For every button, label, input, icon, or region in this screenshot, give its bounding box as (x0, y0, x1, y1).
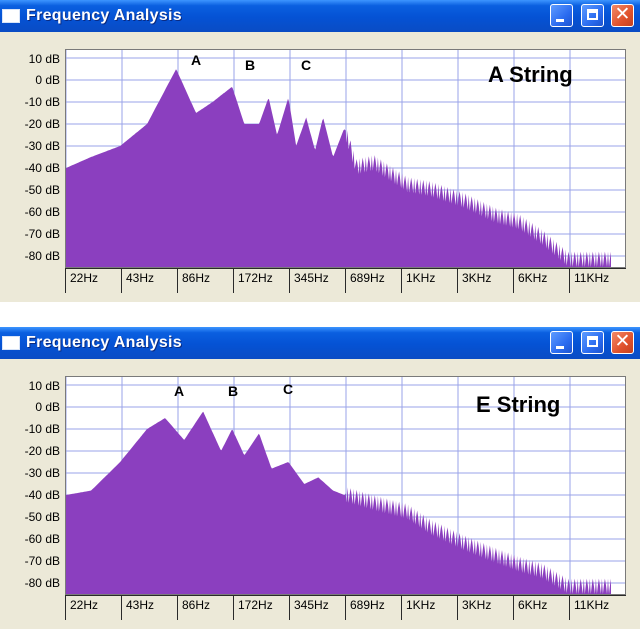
window-icon (2, 9, 20, 23)
y-tick-label: -10 dB (24, 422, 60, 436)
maximize-button[interactable] (581, 331, 604, 354)
y-tick-label: -70 dB (24, 227, 60, 241)
spectrum-chart (66, 50, 625, 267)
y-tick-label: -60 dB (24, 532, 60, 546)
maximize-button[interactable] (581, 4, 604, 27)
peak-label-b: B (228, 383, 239, 399)
minimize-button[interactable] (550, 331, 573, 354)
x-tick-label: 3KHz (457, 595, 491, 620)
minimize-icon (556, 19, 564, 22)
x-tick-label: 6KHz (513, 595, 547, 620)
x-tick-label: 172Hz (233, 268, 273, 293)
y-tick-label: -80 dB (24, 576, 60, 590)
spectrum-area (66, 69, 611, 267)
x-tick-label: 86Hz (177, 268, 210, 293)
title-bar[interactable]: Frequency Analysis ✕ (0, 327, 640, 359)
close-icon: ✕ (614, 330, 631, 352)
x-tick-label: 1KHz (401, 268, 435, 293)
y-tick-label: 10 dB (28, 379, 60, 393)
peak-label-c: C (301, 57, 312, 73)
x-tick-label: 22Hz (65, 595, 98, 620)
x-tick-label: 3KHz (457, 268, 491, 293)
peak-label-a: A (174, 383, 185, 399)
minimize-button[interactable] (550, 4, 573, 27)
x-tick-label: 1KHz (401, 595, 435, 620)
spectrum-plot[interactable]: A B C E String (65, 376, 626, 595)
frequency-analysis-window-e: Frequency Analysis ✕ 10 dB 0 dB -10 dB -… (0, 327, 640, 629)
y-tick-label: -20 dB (24, 117, 60, 131)
minimize-icon (556, 346, 564, 349)
close-button[interactable]: ✕ (611, 3, 634, 27)
x-tick-label: 689Hz (345, 595, 385, 620)
spectrum-panel: 10 dB 0 dB -10 dB -20 dB -30 dB -40 dB -… (0, 359, 640, 629)
x-tick-label: 43Hz (121, 595, 154, 620)
x-tick-label: 345Hz (289, 595, 329, 620)
y-tick-label: -10 dB (24, 95, 60, 109)
close-button[interactable]: ✕ (611, 330, 634, 354)
y-tick-label: -30 dB (24, 466, 60, 480)
x-axis: 22Hz 43Hz 86Hz 172Hz 345Hz 689Hz 1KHz 3K… (65, 268, 626, 294)
y-tick-label: -80 dB (24, 249, 60, 263)
frequency-analysis-window-a: Frequency Analysis ✕ 10 dB 0 dB -10 dB -… (0, 0, 640, 302)
y-tick-label: -60 dB (24, 205, 60, 219)
window-title: Frequency Analysis (26, 7, 182, 24)
y-tick-label: -70 dB (24, 554, 60, 568)
x-tick-label: 43Hz (121, 268, 154, 293)
x-tick-label: 22Hz (65, 268, 98, 293)
spectrum-area (66, 411, 611, 594)
y-tick-label: -50 dB (24, 510, 60, 524)
x-tick-label: 689Hz (345, 268, 385, 293)
y-tick-label: -40 dB (24, 488, 60, 502)
x-tick-label: 86Hz (177, 595, 210, 620)
y-tick-label: 10 dB (28, 52, 60, 66)
window-icon (2, 336, 20, 350)
spectrum-chart (66, 377, 625, 594)
spectrum-panel: 10 dB 0 dB -10 dB -20 dB -30 dB -40 dB -… (0, 32, 640, 302)
x-tick-label: 345Hz (289, 268, 329, 293)
x-tick-label: 172Hz (233, 595, 273, 620)
string-label: E String (476, 392, 561, 417)
y-tick-label: -40 dB (24, 161, 60, 175)
x-axis: 22Hz 43Hz 86Hz 172Hz 345Hz 689Hz 1KHz 3K… (65, 595, 626, 621)
y-tick-label: -50 dB (24, 183, 60, 197)
peak-label-a: A (191, 52, 202, 68)
maximize-icon (587, 9, 598, 20)
maximize-icon (587, 336, 598, 347)
title-bar[interactable]: Frequency Analysis ✕ (0, 0, 640, 32)
x-tick-label: 6KHz (513, 268, 547, 293)
x-tick-label: 11KHz (569, 268, 609, 293)
spectrum-plot[interactable]: A B C A String (65, 49, 626, 268)
close-icon: ✕ (614, 3, 631, 25)
y-tick-label: -30 dB (24, 139, 60, 153)
string-label: A String (488, 62, 573, 87)
window-title: Frequency Analysis (26, 334, 182, 351)
y-tick-label: -20 dB (24, 444, 60, 458)
peak-label-b: B (245, 57, 256, 73)
x-tick-label: 11KHz (569, 595, 609, 620)
y-tick-label: 0 dB (35, 400, 60, 414)
peak-label-c: C (283, 381, 294, 397)
y-tick-label: 0 dB (35, 73, 60, 87)
